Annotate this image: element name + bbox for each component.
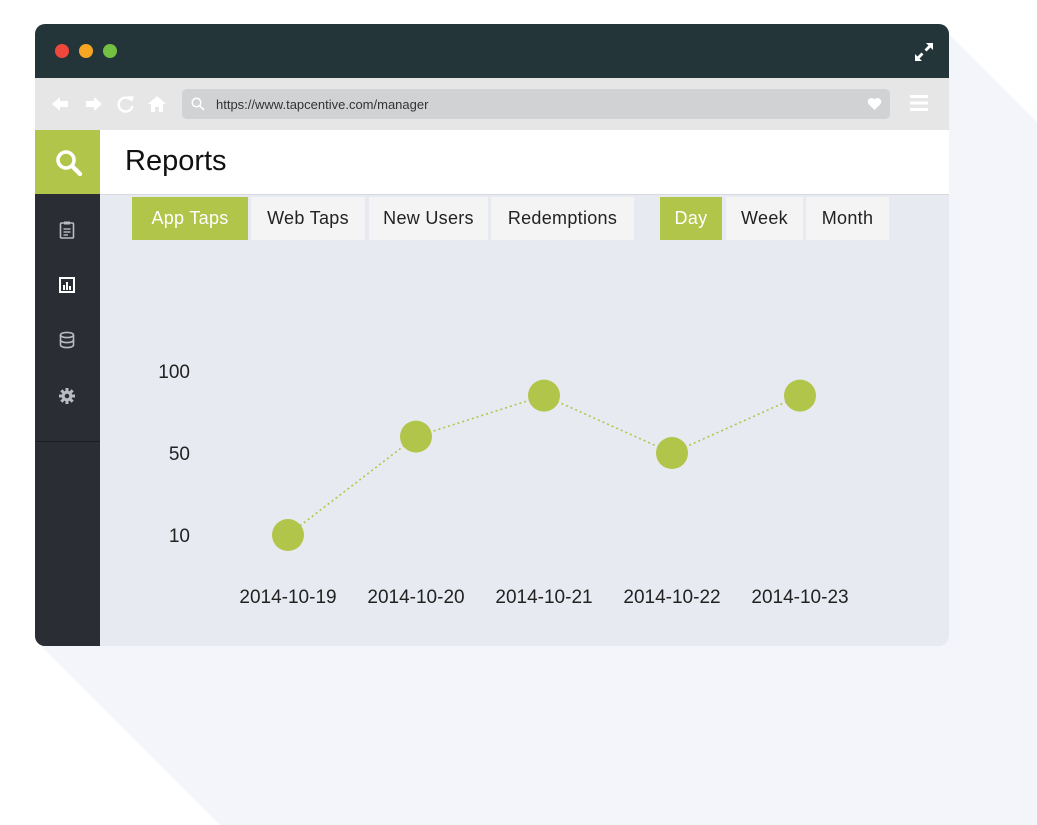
data-point[interactable] (400, 420, 432, 453)
sidebar-divider (35, 441, 100, 442)
browser-toolbar: https://www.tapcentive.com/manager (35, 78, 949, 130)
tab-day[interactable]: Day (660, 197, 722, 240)
y-tick-label: 100 (158, 362, 190, 383)
hamburger-menu-icon[interactable] (910, 95, 928, 111)
data-point[interactable] (784, 379, 816, 412)
data-point[interactable] (528, 379, 560, 412)
clipboard-icon[interactable] (57, 220, 77, 240)
tab-app-taps[interactable]: App Taps (132, 197, 248, 240)
app-taps-line-chart: 10 50 100 2014-10-19 2014-10-20 2014-10-21 201… (158, 362, 848, 608)
y-tick-label: 10 (169, 526, 190, 547)
title-bar (35, 24, 949, 78)
minimize-window-button[interactable] (79, 44, 93, 58)
sidebar (35, 130, 100, 646)
browser-window: https://www.tapcentive.com/manager (35, 24, 949, 646)
data-point[interactable] (656, 437, 688, 469)
x-tick-label: 2014-10-22 (623, 587, 720, 608)
sidebar-search-button[interactable] (35, 130, 100, 194)
database-icon[interactable] (57, 330, 77, 350)
fullscreen-icon[interactable] (913, 41, 935, 63)
home-icon[interactable] (147, 94, 167, 114)
address-bar[interactable]: https://www.tapcentive.com/manager (182, 89, 890, 119)
url-text[interactable]: https://www.tapcentive.com/manager (216, 97, 429, 112)
back-arrow-icon[interactable] (50, 94, 70, 114)
search-icon (191, 97, 205, 111)
y-tick-label: 50 (169, 444, 190, 465)
page-title: Reports (125, 145, 227, 177)
series-line (287, 394, 801, 536)
close-window-button[interactable] (55, 44, 69, 58)
forward-arrow-icon[interactable] (84, 94, 104, 114)
search-icon (56, 150, 83, 177)
gear-icon[interactable] (57, 386, 77, 406)
zoom-window-button[interactable] (103, 44, 117, 58)
data-point[interactable] (272, 519, 304, 551)
report-icon[interactable] (57, 275, 77, 295)
x-tick-label: 2014-10-23 (751, 587, 848, 608)
page-header: Reports (100, 130, 949, 195)
tab-month[interactable]: Month (806, 197, 889, 240)
tab-week[interactable]: Week (726, 197, 803, 240)
x-tick-label: 2014-10-21 (495, 587, 592, 608)
metric-tabs: App Taps Web Taps New Users Redemptions … (0, 197, 1037, 240)
tab-new-users[interactable]: New Users (369, 197, 488, 240)
heart-icon[interactable] (867, 97, 882, 111)
x-tick-label: 2014-10-19 (239, 587, 336, 608)
tab-redemptions[interactable]: Redemptions (491, 197, 634, 240)
tab-web-taps[interactable]: Web Taps (251, 197, 365, 240)
x-tick-label: 2014-10-20 (367, 587, 464, 608)
reload-icon[interactable] (116, 94, 136, 114)
